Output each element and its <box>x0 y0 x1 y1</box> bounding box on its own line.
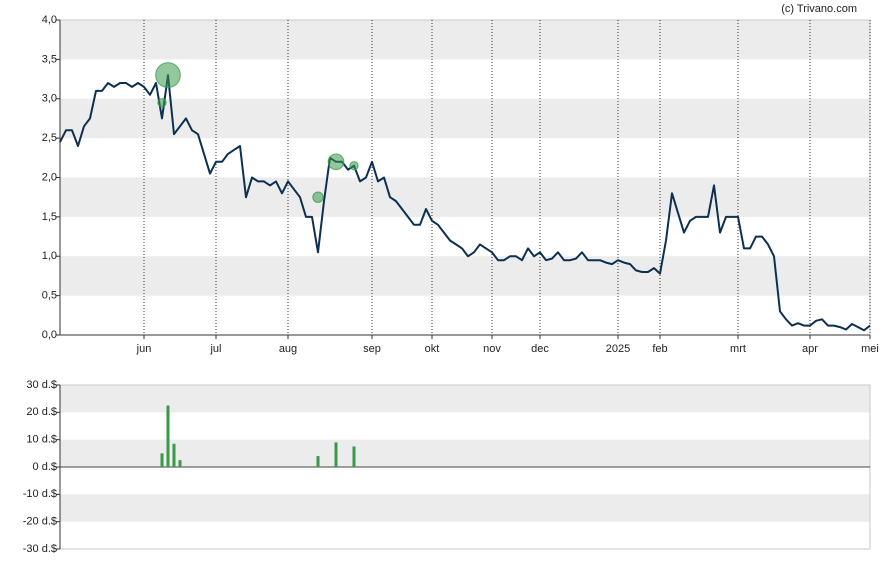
band <box>60 494 870 522</box>
bar <box>352 446 356 467</box>
y-tick-label: 3,5 <box>42 53 57 65</box>
y-tick-label: 4,0 <box>42 14 57 26</box>
x-tick-label: nov <box>483 343 501 355</box>
bubble <box>327 153 345 171</box>
y-tick-label: -30 d.$ <box>23 543 57 555</box>
band <box>60 256 870 296</box>
bar <box>160 453 164 467</box>
y-tick-label: 1,0 <box>42 250 57 262</box>
y-tick-label: 0 d.$ <box>33 461 57 473</box>
price-line <box>59 74 871 332</box>
bar <box>316 456 320 467</box>
bar <box>334 442 338 467</box>
band <box>60 177 870 217</box>
y-tick-label: 0,0 <box>42 329 57 341</box>
x-tick-label: dec <box>531 343 549 355</box>
y-tick-label: 20 d.$ <box>26 406 57 418</box>
band <box>60 98 870 139</box>
y-tick-label: 3,0 <box>42 93 57 105</box>
x-tick-label: okt <box>425 343 440 355</box>
band <box>60 439 870 467</box>
band <box>60 385 870 413</box>
y-tick-label: 2,0 <box>42 171 57 183</box>
x-tick-label: jul <box>209 343 221 355</box>
y-tick-label: 2,5 <box>42 132 57 144</box>
band <box>60 20 870 60</box>
x-tick-label: mrt <box>730 343 746 355</box>
y-tick-label: 10 d.$ <box>26 434 57 446</box>
y-tick-label: -10 d.$ <box>23 488 57 500</box>
x-tick-label: jun <box>136 343 152 355</box>
bar <box>166 405 170 467</box>
y-tick-label: -20 d.$ <box>23 516 57 528</box>
x-tick-label: 2025 <box>606 343 630 355</box>
bubble <box>155 62 181 88</box>
y-tick-label: 1,5 <box>42 211 57 223</box>
x-tick-label: feb <box>652 343 667 355</box>
bubble <box>312 191 324 203</box>
bubble <box>349 161 359 171</box>
x-tick-label: mei <box>861 343 879 355</box>
x-tick-label: aug <box>279 343 297 355</box>
x-tick-label: sep <box>363 343 381 355</box>
x-tick-label: apr <box>802 343 818 355</box>
credit: (c) Trivano.com <box>781 3 857 15</box>
bar <box>178 460 182 467</box>
bar <box>172 443 176 467</box>
y-tick-label: 30 d.$ <box>26 379 57 391</box>
y-tick-label: 0,5 <box>42 290 57 302</box>
bubble <box>157 98 167 108</box>
